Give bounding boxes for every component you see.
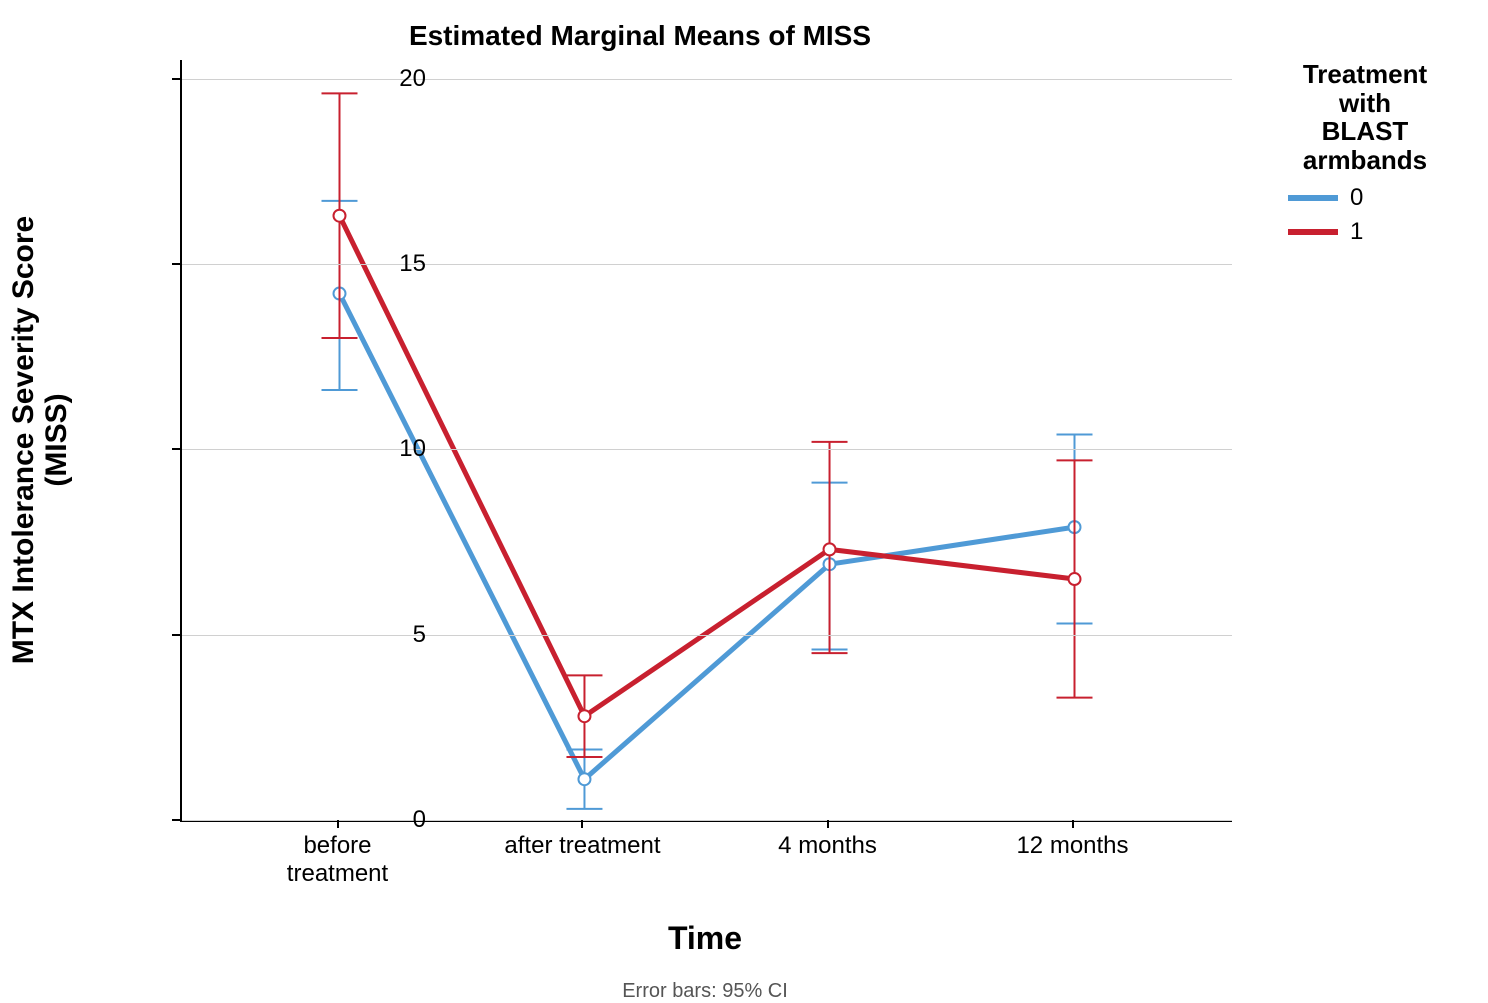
x-axis-label: Time [180, 920, 1230, 957]
gridline-y [182, 635, 1232, 636]
ytick-label: 5 [366, 621, 426, 649]
xtick-mark [581, 820, 583, 828]
series-marker [334, 210, 346, 222]
ytick-mark [172, 634, 180, 636]
xtick-label: after treatment [504, 832, 660, 860]
series-marker [578, 773, 590, 785]
ytick-label: 0 [366, 806, 426, 834]
chart-footnote: Error bars: 95% CI [180, 980, 1230, 1003]
ytick-mark [172, 78, 180, 80]
xtick-label: 4 months [778, 832, 877, 860]
legend-title: Treatment with BLAST armbands [1260, 60, 1470, 174]
legend-item: 0 [1288, 184, 1470, 212]
ytick-label: 20 [366, 65, 426, 93]
gridline-y [182, 820, 1232, 821]
legend-label: 0 [1350, 184, 1363, 212]
xtick-mark [827, 820, 829, 828]
series-marker [824, 543, 836, 555]
chart-svg-layer [182, 60, 1232, 820]
gridline-y [182, 79, 1232, 80]
plot-area [180, 60, 1232, 822]
gridline-y [182, 264, 1232, 265]
xtick-mark [1072, 820, 1074, 828]
y-axis-label: MTX Intolerance Severity Score (MISS) [7, 190, 73, 690]
gridline-y [182, 449, 1232, 450]
series-marker [1069, 573, 1081, 585]
xtick-label: 12 months [1016, 832, 1128, 860]
ytick-mark [172, 263, 180, 265]
legend-swatch [1288, 229, 1338, 235]
legend-item: 1 [1288, 218, 1470, 246]
legend-swatch [1288, 195, 1338, 201]
xtick-mark [337, 820, 339, 828]
xtick-label: before treatment [287, 832, 388, 887]
ytick-label: 10 [366, 435, 426, 463]
legend: Treatment with BLAST armbands 0 1 [1260, 60, 1470, 252]
chart-title: Estimated Marginal Means of MISS [0, 20, 1280, 52]
ytick-label: 15 [366, 250, 426, 278]
legend-label: 1 [1350, 218, 1363, 246]
series-line [340, 294, 1075, 780]
ytick-mark [172, 819, 180, 821]
ytick-mark [172, 448, 180, 450]
chart-container: Estimated Marginal Means of MISS MTX Int… [0, 0, 1488, 1003]
series-marker [578, 710, 590, 722]
series-line [340, 216, 1075, 716]
